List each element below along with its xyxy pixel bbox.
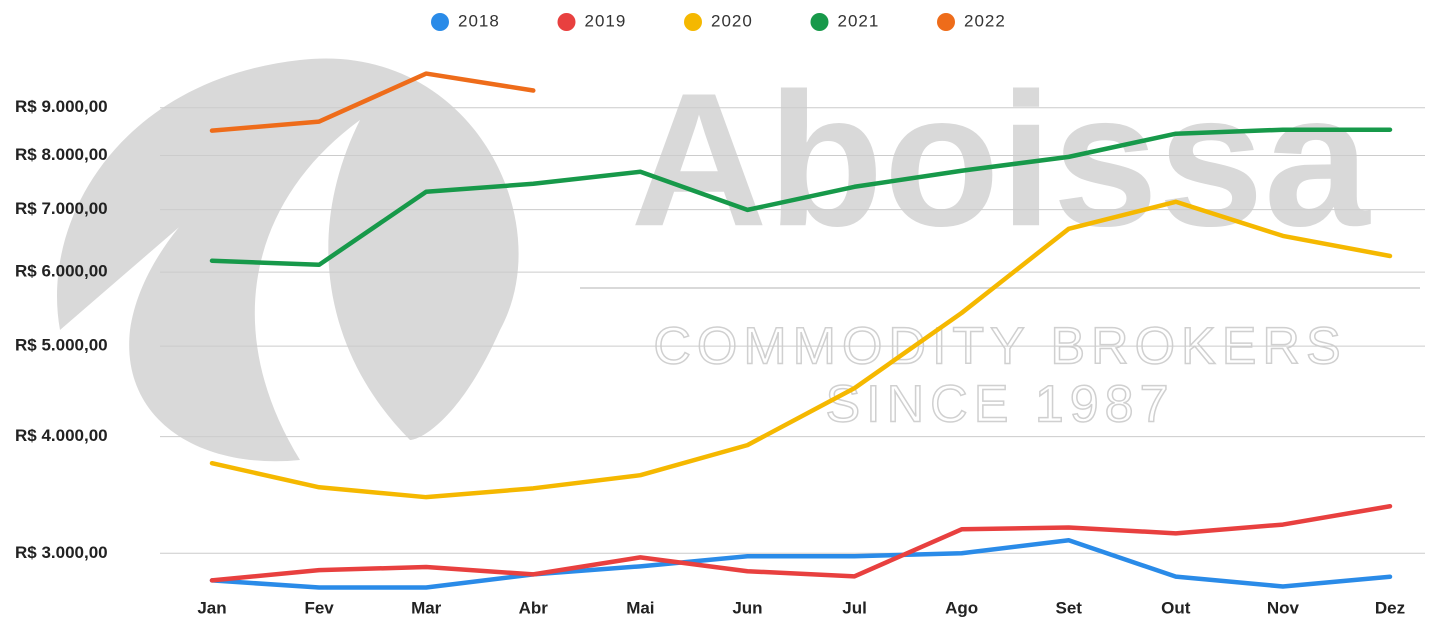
x-tick-label: Set [1055, 598, 1082, 617]
x-tick-label: Fev [304, 598, 334, 617]
x-tick-label: Jul [842, 598, 867, 617]
legend-marker [557, 13, 576, 31]
y-tick-label: R$ 3.000,00 [15, 543, 108, 562]
x-tick-label: Ago [945, 598, 978, 617]
x-tick-label: Mar [411, 598, 442, 617]
legend-label: 2021 [838, 11, 880, 30]
legend-marker [431, 13, 449, 31]
y-tick-label: R$ 7.000,00 [15, 199, 108, 218]
series-line [209, 503, 1393, 583]
y-tick-label: R$ 6.000,00 [15, 262, 108, 281]
legend-marker [937, 13, 955, 31]
y-tick-label: R$ 8.000,00 [15, 145, 108, 164]
watermark-tagline: COMMODITY BROKERS [653, 318, 1346, 376]
legend-marker [810, 13, 829, 31]
y-tick-label: R$ 4.000,00 [15, 426, 108, 445]
legend-label: 2018 [458, 11, 500, 30]
y-tick-label: R$ 5.000,00 [15, 336, 108, 355]
x-tick-label: Jan [197, 598, 226, 617]
series-line [209, 71, 536, 133]
x-tick-label: Abr [519, 598, 549, 617]
watermark-logo [57, 58, 519, 462]
series-line [209, 537, 1393, 590]
legend-label: 2019 [585, 11, 627, 30]
watermark-since: SINCE 1987 [825, 376, 1174, 434]
legend: 2018 2019 2020 2021 2022 [431, 11, 1006, 31]
series-line [209, 199, 1393, 500]
legend-label: 2022 [964, 11, 1006, 30]
x-tick-label: Dez [1375, 598, 1405, 617]
x-tick-label: Mai [626, 598, 654, 617]
legend-marker [684, 13, 702, 31]
watermark-name: Aboissa [630, 54, 1370, 266]
legend-label: 2020 [711, 11, 753, 30]
x-tick-label: Out [1161, 598, 1191, 617]
watermark: Aboissa COMMODITY BROKERS SINCE 1987 [57, 54, 1420, 462]
series-line [209, 127, 1393, 268]
x-tick-label: Jun [732, 598, 762, 617]
y-tick-label: R$ 9.000,00 [15, 97, 108, 116]
x-tick-label: Nov [1267, 598, 1300, 617]
